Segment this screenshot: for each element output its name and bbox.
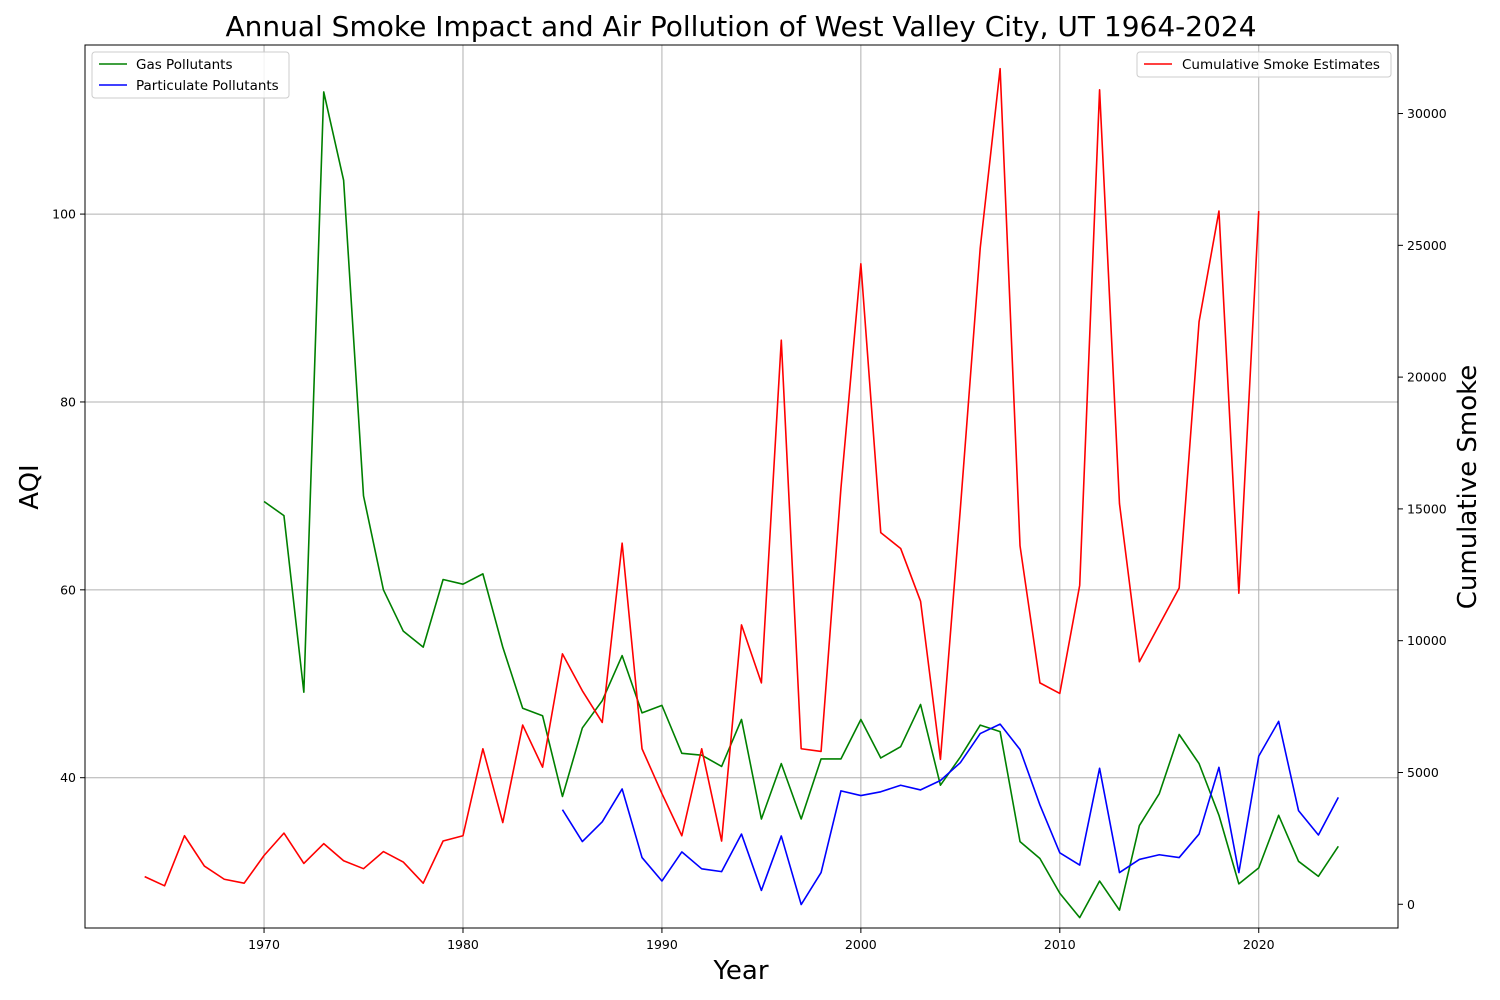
legend-right: Cumulative Smoke Estimates — [1136, 51, 1392, 78]
y-tick-label-left: 40 — [60, 770, 76, 785]
y-tick-label-right: 5000 — [1407, 765, 1439, 780]
y-axis-right-ticks: 0 5000 10000 15000 20000 25000 30000 — [1398, 106, 1447, 912]
x-axis-ticks: 1970 1980 1990 2000 2010 2020 — [248, 928, 1275, 952]
y-tick-label-left: 80 — [60, 394, 76, 409]
series-lines — [144, 67, 1340, 919]
legend-right-box — [1136, 51, 1392, 78]
y-tick-label-right: 20000 — [1407, 370, 1447, 385]
series-line-cumulative-smoke — [144, 67, 1260, 887]
legend-label-gas: Gas Pollutants — [136, 57, 232, 73]
legend-label-smoke: Cumulative Smoke Estimates — [1182, 57, 1380, 73]
x-tick-label: 1970 — [248, 937, 280, 952]
x-tick-label: 2010 — [1044, 937, 1076, 952]
y-tick-label-right: 0 — [1407, 897, 1415, 912]
y-tick-label-right: 15000 — [1407, 501, 1447, 516]
y-tick-label-left: 60 — [60, 582, 76, 597]
chart-title: Annual Smoke Impact and Air Pollution of… — [225, 10, 1256, 43]
x-axis-title: Year — [712, 956, 768, 986]
legend-left: Gas Pollutants Particulate Pollutants — [91, 51, 290, 99]
plot-frame — [84, 44, 1399, 929]
y-axis-title-right: Cumulative Smoke — [1453, 365, 1483, 610]
y-tick-label-left: 100 — [52, 207, 76, 222]
y-tick-label-right: 30000 — [1407, 106, 1447, 121]
x-tick-label: 2000 — [845, 937, 877, 952]
x-tick-label: 2020 — [1243, 937, 1275, 952]
series-line-gas-pollutants — [263, 91, 1339, 919]
legend-label-particulate: Particulate Pollutants — [136, 78, 279, 94]
grid — [85, 45, 1398, 928]
legend-left-box — [91, 51, 290, 99]
y-axis-left-ticks: 40 60 80 100 — [52, 207, 85, 785]
series-line-particulate-pollutants — [561, 720, 1340, 906]
y-axis-title-left: AQI — [15, 464, 45, 509]
x-tick-label: 1980 — [447, 937, 479, 952]
y-tick-label-right: 10000 — [1407, 633, 1447, 648]
y-tick-label-right: 25000 — [1407, 238, 1447, 253]
x-tick-label: 1990 — [646, 937, 678, 952]
